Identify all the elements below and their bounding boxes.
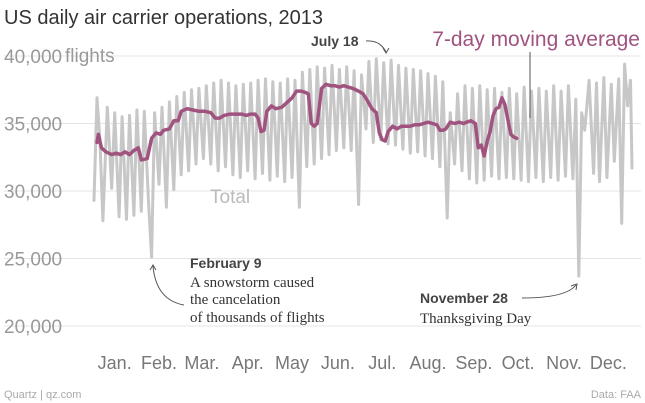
annotation-feb9-arrowhead <box>149 264 157 271</box>
chart-title: US daily air carrier operations, 2013 <box>4 7 323 29</box>
series-layer <box>92 57 634 278</box>
x-tick-label: May <box>275 353 309 373</box>
annotation-nov28-arrow <box>521 284 577 299</box>
annotation-nov28-arrowhead <box>570 283 578 291</box>
legend-total: Total <box>210 187 250 208</box>
annotation-july18-title: July 18 <box>311 33 359 49</box>
annotation-feb9-line1: A snowstorm caused <box>190 275 315 291</box>
x-tick-label: Sep. <box>455 353 492 373</box>
x-tick-label: Oct. <box>502 353 535 373</box>
y-axis-ticks: 40,000 35,000 30,000 25,000 20,000 <box>4 47 62 338</box>
x-tick-label: Mar. <box>184 353 219 373</box>
data-source: Data: FAA <box>591 389 642 401</box>
series-moving-average-line <box>95 82 519 162</box>
annotation-feb9-arrow <box>152 265 185 306</box>
annotation-nov28-line1: Thanksgiving Day <box>420 311 532 327</box>
annotation-feb9-line3: of thousands of flights <box>190 310 325 326</box>
y-tick-label: 30,000 <box>4 182 62 203</box>
x-tick-label: Jun. <box>321 353 355 373</box>
annotation-feb9-line2: the cancelation <box>190 292 281 308</box>
annotation-feb9-title: February 9 <box>190 255 262 271</box>
x-tick-label: Jan. <box>98 353 132 373</box>
gridlines <box>4 55 641 327</box>
source-credit: Quartz | qz.com <box>4 389 81 401</box>
annotation-july18-arrow <box>365 40 387 53</box>
x-tick-label: Aug. <box>410 353 447 373</box>
y-tick-label: 40,000 <box>4 47 62 68</box>
annotation-nov28-title: November 28 <box>420 290 508 306</box>
y-axis-unit-label: flights <box>65 46 115 67</box>
x-tick-label: Nov. <box>546 353 582 373</box>
y-tick-label: 20,000 <box>4 317 62 338</box>
x-tick-label: Feb. <box>141 353 177 373</box>
x-tick-label: Jul. <box>368 353 396 373</box>
series-total-line <box>92 57 634 278</box>
y-tick-label: 35,000 <box>4 115 62 136</box>
x-tick-label: Dec. <box>590 353 627 373</box>
x-axis-ticks: Jan. Feb. Mar. Apr. May Jun. Jul. Aug. Sep. Oct. N… <box>98 353 627 373</box>
legend-moving-average: 7-day moving average <box>432 28 640 51</box>
x-tick-label: Apr. <box>232 353 264 373</box>
annotation-july18-arrowhead <box>382 47 390 54</box>
y-tick-label: 25,000 <box>4 250 62 271</box>
